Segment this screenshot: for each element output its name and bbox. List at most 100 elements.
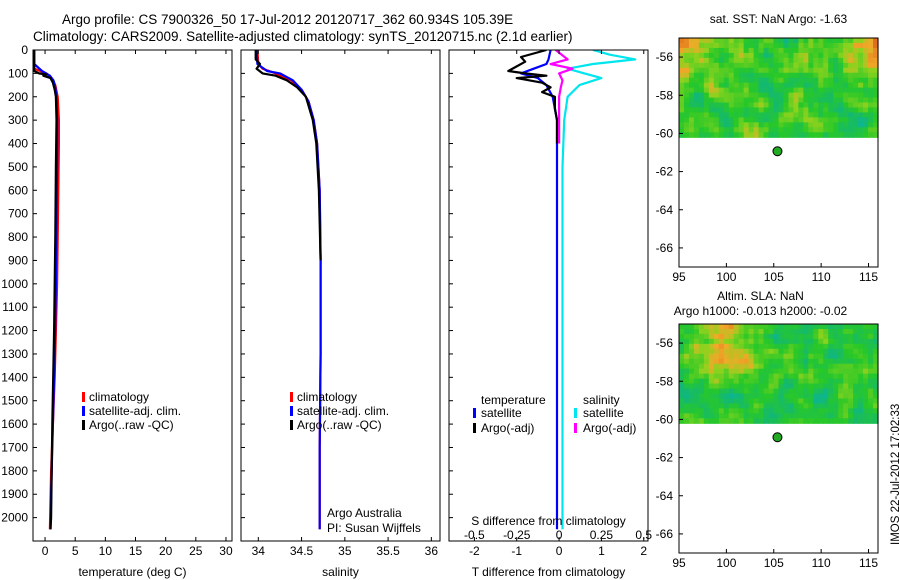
sla_map-cell	[793, 393, 799, 400]
differences-series-t-satellite	[519, 50, 559, 530]
temperature-xtick-label: 30	[219, 544, 233, 558]
sst_map-cell	[803, 57, 809, 64]
temperature-ytick-label: 1500	[1, 394, 28, 408]
sla_map-cell	[713, 393, 720, 400]
sla_map-cell	[808, 378, 814, 385]
sla_map-cell	[763, 388, 770, 395]
sla_map-cell	[848, 418, 854, 424]
diff-legend-temperature-entry: Argo(-adj)	[481, 421, 534, 435]
sla_map-cell	[848, 358, 854, 365]
sla_map-cell	[853, 324, 859, 330]
sst_map-cell	[818, 62, 824, 69]
sla_map-cell	[703, 408, 710, 414]
sla_map-cell	[683, 358, 690, 365]
sla_map-cell	[688, 413, 695, 419]
sst_map-cell	[723, 47, 730, 54]
sla_map-cell	[738, 403, 745, 409]
sst_map-cell	[783, 107, 790, 114]
sla_map-cell	[763, 324, 770, 330]
sla_map-cell	[698, 383, 705, 390]
sla_map-cell	[683, 378, 690, 385]
sla_map-cell	[818, 348, 824, 355]
sla_map-cell	[748, 383, 755, 390]
sla_map-cell	[713, 383, 720, 390]
sla_map-cell	[803, 368, 809, 375]
temperature-xlabel: temperature (deg C)	[78, 565, 186, 579]
sla_map-cell	[718, 328, 725, 335]
sst_map-cell	[728, 122, 735, 128]
differences-xtick-label: 2	[640, 544, 647, 558]
temperature-ytick-label: 600	[8, 183, 28, 197]
sla_map-cell	[788, 348, 795, 355]
diff-legend-salinity-entry: satellite	[583, 406, 624, 420]
sla_map-cell	[783, 358, 790, 365]
sla_map-cell	[718, 388, 725, 395]
sst_map-cell	[778, 132, 785, 138]
sla_map-cell	[688, 363, 695, 370]
sst_map-cell	[763, 47, 770, 54]
sst_map-cell	[748, 72, 755, 79]
sla_map-cell	[683, 324, 690, 330]
sst_map-cell	[693, 52, 700, 59]
sst_map-cell	[758, 117, 765, 123]
sla_map-cell	[743, 373, 750, 380]
sst_map-cell	[798, 77, 804, 84]
sla_map-cell	[868, 324, 874, 330]
sla_map-cell	[803, 418, 809, 424]
sla_map-cell	[833, 408, 839, 414]
sst_map-cell	[763, 62, 770, 69]
sst_map-cell	[753, 117, 760, 123]
sla_map-cell	[848, 363, 854, 370]
sst_map-cell	[679, 52, 685, 59]
sla_map-cell	[733, 373, 740, 380]
sla_map-cell	[723, 413, 730, 419]
sla_map-cell	[758, 338, 765, 345]
sla_map-cell	[873, 408, 879, 414]
sst_map-cell	[828, 112, 834, 118]
sla_map-cell	[738, 378, 745, 385]
sla_map-cell	[693, 368, 700, 375]
sla_map-cell	[873, 324, 879, 330]
salinity-legend-swatch	[290, 406, 293, 416]
sla_map-cell	[688, 368, 695, 375]
temperature-legend-entry: Argo(..raw -QC)	[89, 418, 174, 432]
sst_map-cell	[818, 127, 824, 133]
sst_map-cell	[753, 132, 760, 138]
sla_map-xtick-label: 95	[672, 556, 686, 570]
sst_map-cell	[733, 57, 740, 64]
sst_map-cell	[748, 47, 755, 54]
sst_map-cell	[803, 72, 809, 79]
salinity-series-argo-raw-qc-	[254, 50, 322, 261]
sla_map-cell	[728, 368, 735, 375]
sla_map-cell	[808, 408, 814, 414]
sst_map-cell	[718, 42, 725, 49]
sla_map-cell	[768, 383, 775, 390]
salinity-legend-entry: climatology	[297, 390, 357, 404]
sla_map-cell	[808, 373, 814, 380]
sla_map-cell	[803, 393, 809, 400]
sst_map-cell	[808, 92, 814, 99]
sst_map-cell	[813, 82, 819, 89]
differences-xtick-label: -1	[511, 544, 522, 558]
sla_map-cell	[793, 328, 799, 335]
sst_map-cell	[708, 47, 715, 54]
sla_map-cell	[778, 378, 785, 385]
sla_map-cell	[713, 343, 720, 350]
sla_map-cell	[848, 333, 854, 340]
sla_map-cell	[858, 328, 864, 335]
sst_map-cell	[743, 72, 750, 79]
sst_map-cell	[783, 52, 790, 59]
sla_map-cell	[783, 328, 790, 335]
sst_map-cell	[679, 62, 685, 69]
sst_map-cell	[868, 42, 874, 49]
sst_map-cell	[763, 42, 770, 49]
sst_map-cell	[823, 62, 829, 69]
sla_map-cell	[848, 373, 854, 380]
sst_map-cell	[808, 107, 814, 114]
sla_map-cell	[708, 338, 715, 345]
sla_map-cell	[803, 324, 809, 330]
sla_map-cell	[828, 368, 834, 375]
sst_map-cell	[813, 122, 819, 128]
sla_map-cell	[823, 348, 829, 355]
sst_map-cell	[798, 82, 804, 89]
